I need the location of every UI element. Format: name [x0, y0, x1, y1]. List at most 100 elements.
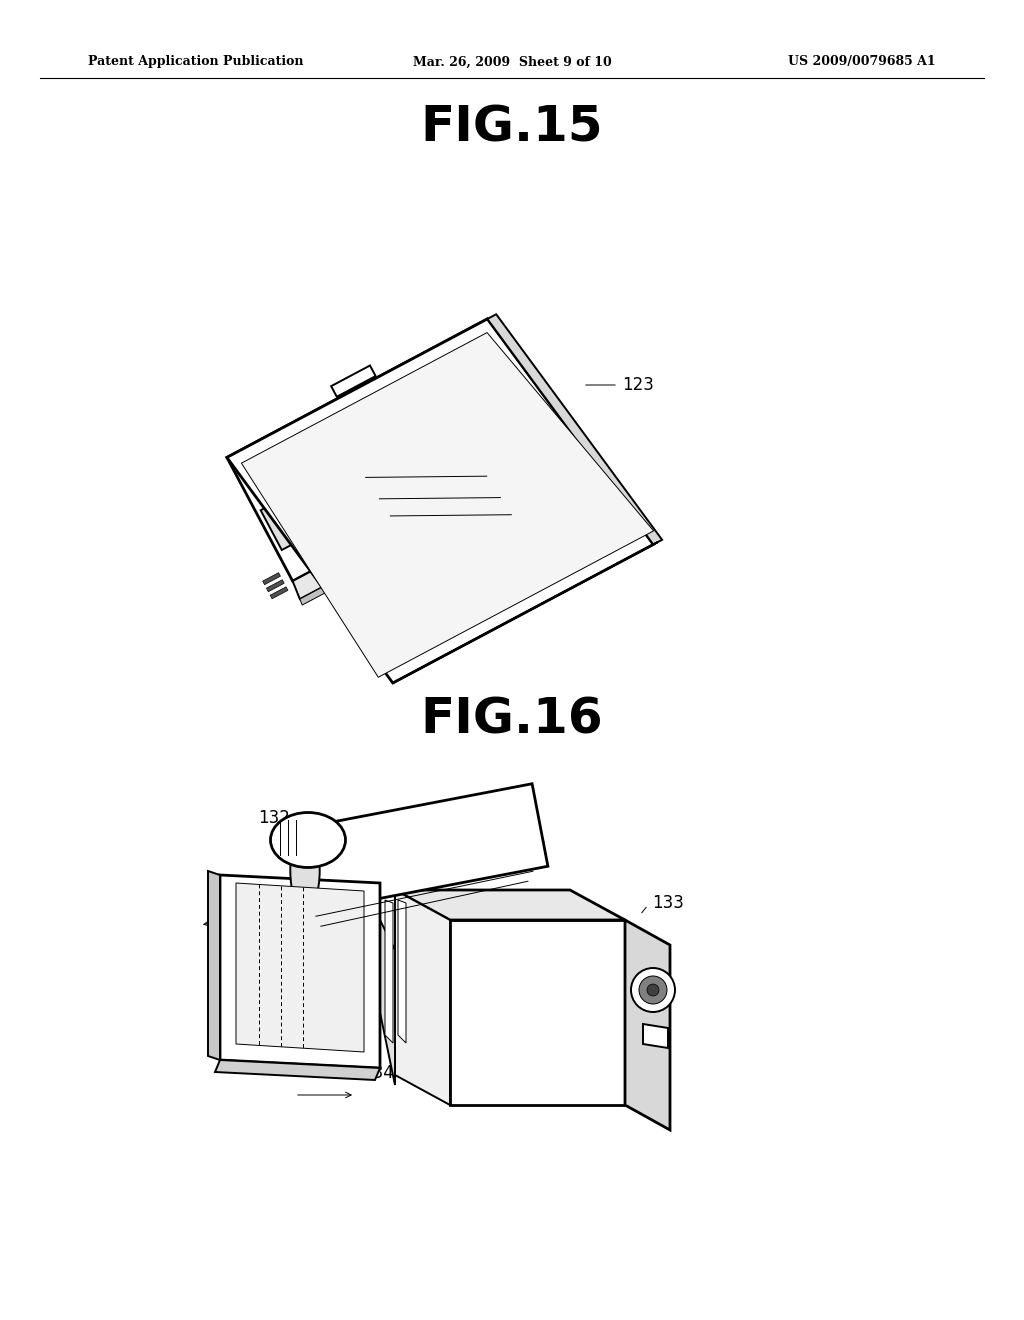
Polygon shape — [236, 883, 364, 1052]
Polygon shape — [472, 389, 494, 412]
Text: FIG.15: FIG.15 — [421, 104, 603, 152]
Polygon shape — [409, 378, 430, 400]
Polygon shape — [266, 579, 285, 591]
Polygon shape — [395, 890, 625, 920]
Polygon shape — [488, 457, 514, 479]
Polygon shape — [362, 470, 384, 492]
Polygon shape — [394, 385, 416, 408]
Polygon shape — [373, 487, 394, 511]
Polygon shape — [395, 890, 450, 1105]
Ellipse shape — [270, 813, 345, 867]
Polygon shape — [449, 379, 470, 403]
Polygon shape — [433, 387, 455, 411]
Polygon shape — [379, 393, 400, 416]
Polygon shape — [521, 409, 543, 432]
Text: 134: 134 — [362, 1064, 394, 1082]
Polygon shape — [331, 366, 376, 397]
Polygon shape — [359, 426, 381, 450]
Polygon shape — [370, 376, 391, 399]
Polygon shape — [398, 900, 406, 1043]
Polygon shape — [437, 430, 459, 453]
Polygon shape — [415, 352, 436, 375]
Polygon shape — [263, 573, 281, 585]
Polygon shape — [506, 417, 527, 440]
Text: 121: 121 — [390, 521, 422, 539]
Polygon shape — [380, 920, 395, 1085]
Polygon shape — [442, 405, 464, 428]
Polygon shape — [467, 414, 488, 437]
Polygon shape — [458, 397, 479, 420]
Polygon shape — [365, 401, 386, 424]
Polygon shape — [422, 438, 443, 461]
Polygon shape — [468, 346, 489, 368]
Polygon shape — [389, 411, 411, 434]
Polygon shape — [495, 337, 563, 466]
Polygon shape — [398, 429, 420, 451]
Polygon shape — [429, 345, 451, 367]
Polygon shape — [417, 463, 438, 487]
Polygon shape — [349, 409, 371, 432]
Text: 122: 122 — [544, 474, 575, 492]
Polygon shape — [493, 355, 514, 379]
Polygon shape — [487, 314, 663, 544]
Polygon shape — [369, 445, 390, 467]
Polygon shape — [220, 875, 380, 1068]
Circle shape — [639, 975, 667, 1005]
Polygon shape — [428, 413, 450, 436]
Polygon shape — [270, 587, 288, 599]
Text: 123: 123 — [622, 376, 654, 393]
Circle shape — [647, 983, 659, 997]
Polygon shape — [487, 381, 509, 404]
Polygon shape — [450, 920, 625, 1105]
Circle shape — [631, 968, 675, 1012]
Polygon shape — [393, 543, 657, 682]
Ellipse shape — [290, 828, 319, 912]
Polygon shape — [424, 370, 445, 392]
Polygon shape — [487, 319, 560, 461]
Polygon shape — [326, 399, 347, 422]
Polygon shape — [454, 354, 475, 376]
Polygon shape — [402, 471, 424, 495]
Polygon shape — [385, 900, 393, 1043]
Polygon shape — [419, 395, 440, 418]
Polygon shape — [502, 374, 523, 396]
Polygon shape — [385, 368, 407, 391]
Polygon shape — [271, 463, 300, 491]
Polygon shape — [264, 453, 283, 470]
Polygon shape — [438, 362, 460, 384]
Text: 131: 131 — [514, 829, 546, 847]
Text: Patent Application Publication: Patent Application Publication — [88, 55, 303, 69]
Polygon shape — [227, 319, 653, 682]
Text: 133: 133 — [652, 894, 684, 912]
Text: Mar. 26, 2009  Sheet 9 of 10: Mar. 26, 2009 Sheet 9 of 10 — [413, 55, 611, 69]
Polygon shape — [643, 1024, 668, 1048]
Polygon shape — [208, 871, 220, 1060]
Text: US 2009/0079685 A1: US 2009/0079685 A1 — [788, 55, 936, 69]
Polygon shape — [462, 470, 487, 494]
Polygon shape — [300, 461, 563, 605]
Polygon shape — [378, 462, 399, 484]
Polygon shape — [476, 432, 498, 455]
Polygon shape — [432, 455, 454, 479]
Polygon shape — [497, 399, 518, 421]
Polygon shape — [478, 363, 500, 387]
Polygon shape — [344, 434, 366, 458]
Polygon shape — [293, 442, 560, 599]
Polygon shape — [399, 360, 421, 383]
Polygon shape — [481, 407, 503, 429]
Polygon shape — [242, 333, 653, 677]
Polygon shape — [474, 321, 496, 343]
Polygon shape — [387, 479, 409, 503]
Polygon shape — [227, 319, 553, 581]
Polygon shape — [374, 418, 395, 442]
Text: 132: 132 — [258, 809, 290, 828]
Polygon shape — [452, 422, 473, 445]
Polygon shape — [392, 454, 414, 477]
Polygon shape — [408, 446, 429, 469]
Polygon shape — [444, 337, 466, 359]
Polygon shape — [511, 391, 532, 413]
Polygon shape — [297, 784, 548, 911]
Polygon shape — [413, 421, 434, 444]
Polygon shape — [340, 391, 361, 414]
Polygon shape — [403, 403, 425, 426]
